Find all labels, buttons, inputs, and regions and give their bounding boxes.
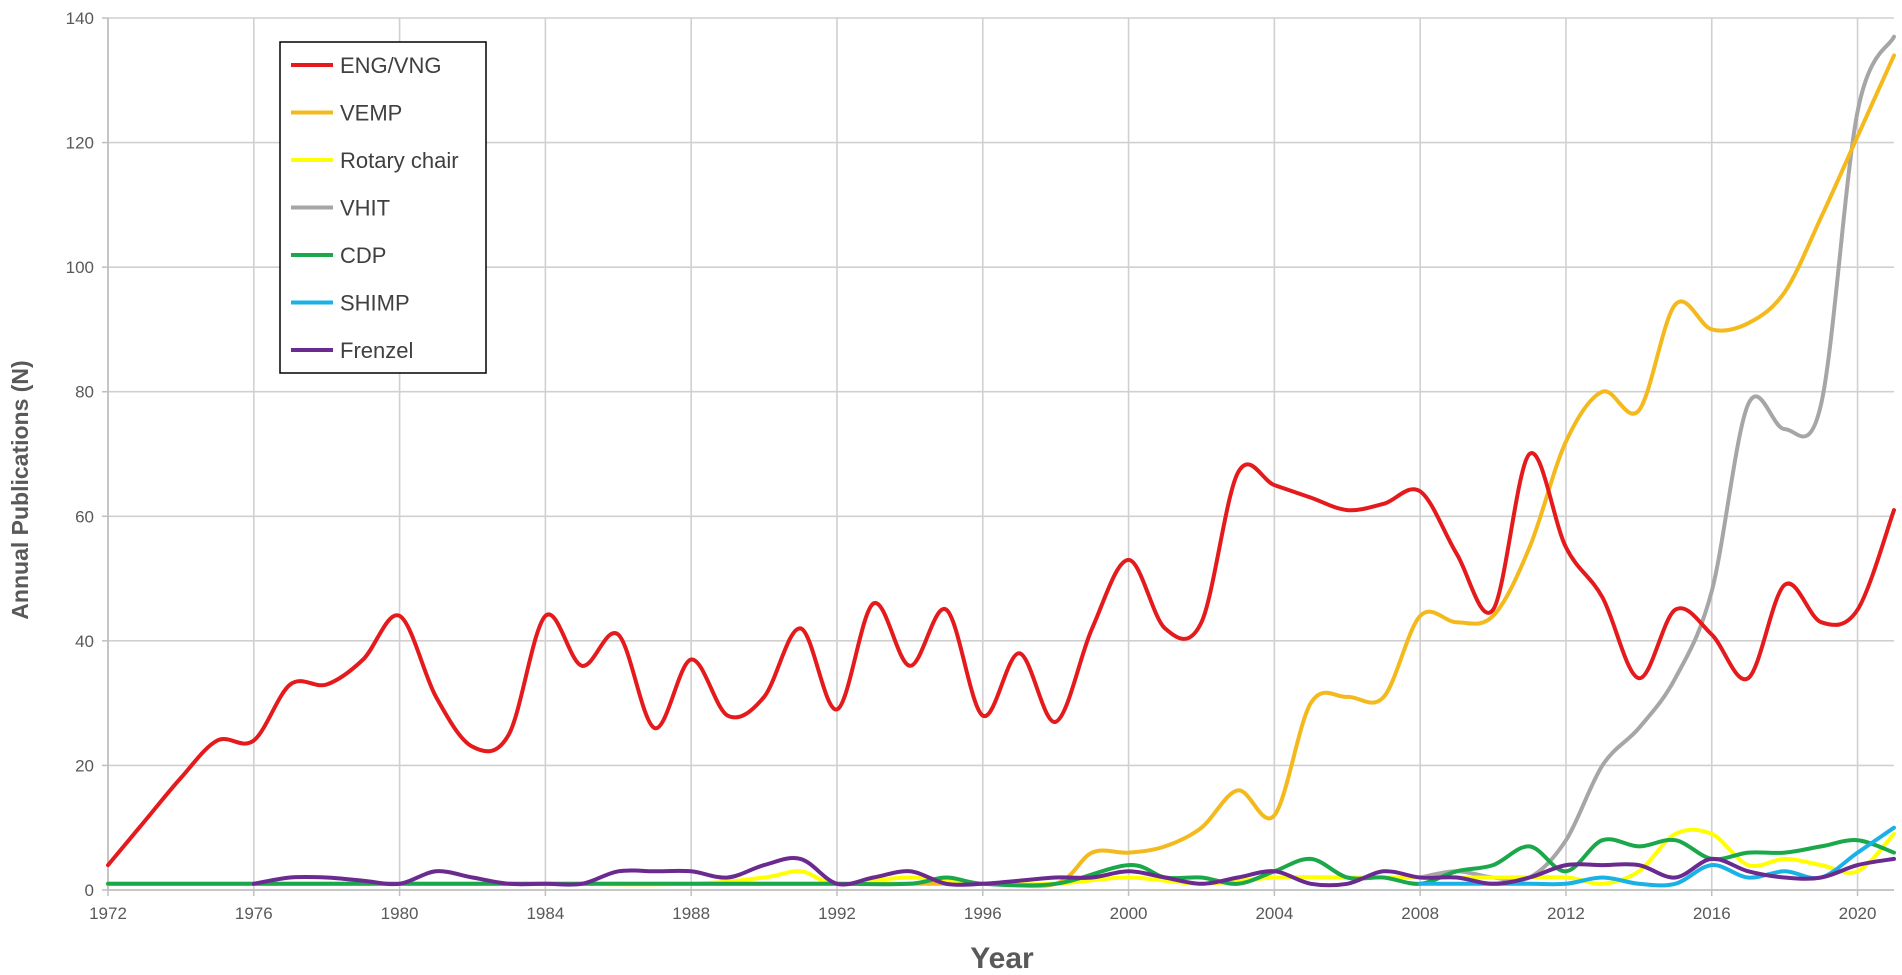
x-tick-label: 2004 [1255, 904, 1293, 923]
legend-entry-vhit: VHIT [340, 196, 390, 221]
y-tick-label: 0 [85, 881, 94, 900]
x-tick-label: 1972 [89, 904, 127, 923]
x-tick-label: 2012 [1547, 904, 1585, 923]
series-line-eng-vng [106, 451, 1896, 868]
y-tick-label: 100 [66, 258, 94, 277]
series-lines [106, 34, 1896, 889]
x-tick-label: 2020 [1839, 904, 1877, 923]
x-axis-title: Year [970, 942, 1034, 975]
legend-entry-eng-vng: ENG/VNG [340, 53, 441, 78]
legend-entry-cdp: CDP [340, 243, 386, 268]
y-tick-label: 40 [75, 632, 94, 651]
legend-entry-vemp: VEMP [340, 101, 402, 126]
series-line-vhit [1418, 34, 1896, 883]
y-tick-label: 140 [66, 9, 94, 28]
y-tick-label: 60 [75, 507, 94, 526]
y-tick-label: 80 [75, 383, 94, 402]
x-tick-label: 2008 [1401, 904, 1439, 923]
x-tick-label: 2016 [1693, 904, 1731, 923]
y-axis-title: Annual Publications (N) [7, 360, 33, 619]
x-tick-label: 1988 [672, 904, 710, 923]
legend: ENG/VNG VEMP Rotary chair VHIT CDP SHIMP Frenz… [279, 41, 487, 374]
x-tick-label: 2000 [1110, 904, 1148, 923]
series-line-frenzel [251, 856, 1896, 888]
axes: 0 20 40 60 80 100 120 140 1972 1976 1980 1984 1988 19… [66, 9, 1894, 923]
x-tick-label: 1980 [381, 904, 419, 923]
y-tick-label: 20 [75, 756, 94, 775]
x-tick-label: 1992 [818, 904, 856, 923]
x-tick-label: 1984 [526, 904, 564, 923]
series-line-rotary-chair [106, 827, 1896, 887]
legend-entry-frenzel: Frenzel [340, 338, 413, 363]
x-tick-label: 1976 [235, 904, 273, 923]
legend-entry-rotary-chair: Rotary chair [340, 148, 459, 173]
x-tick-label: 1996 [964, 904, 1002, 923]
legend-entry-shimp: SHIMP [340, 291, 410, 316]
y-tick-label: 120 [66, 134, 94, 153]
